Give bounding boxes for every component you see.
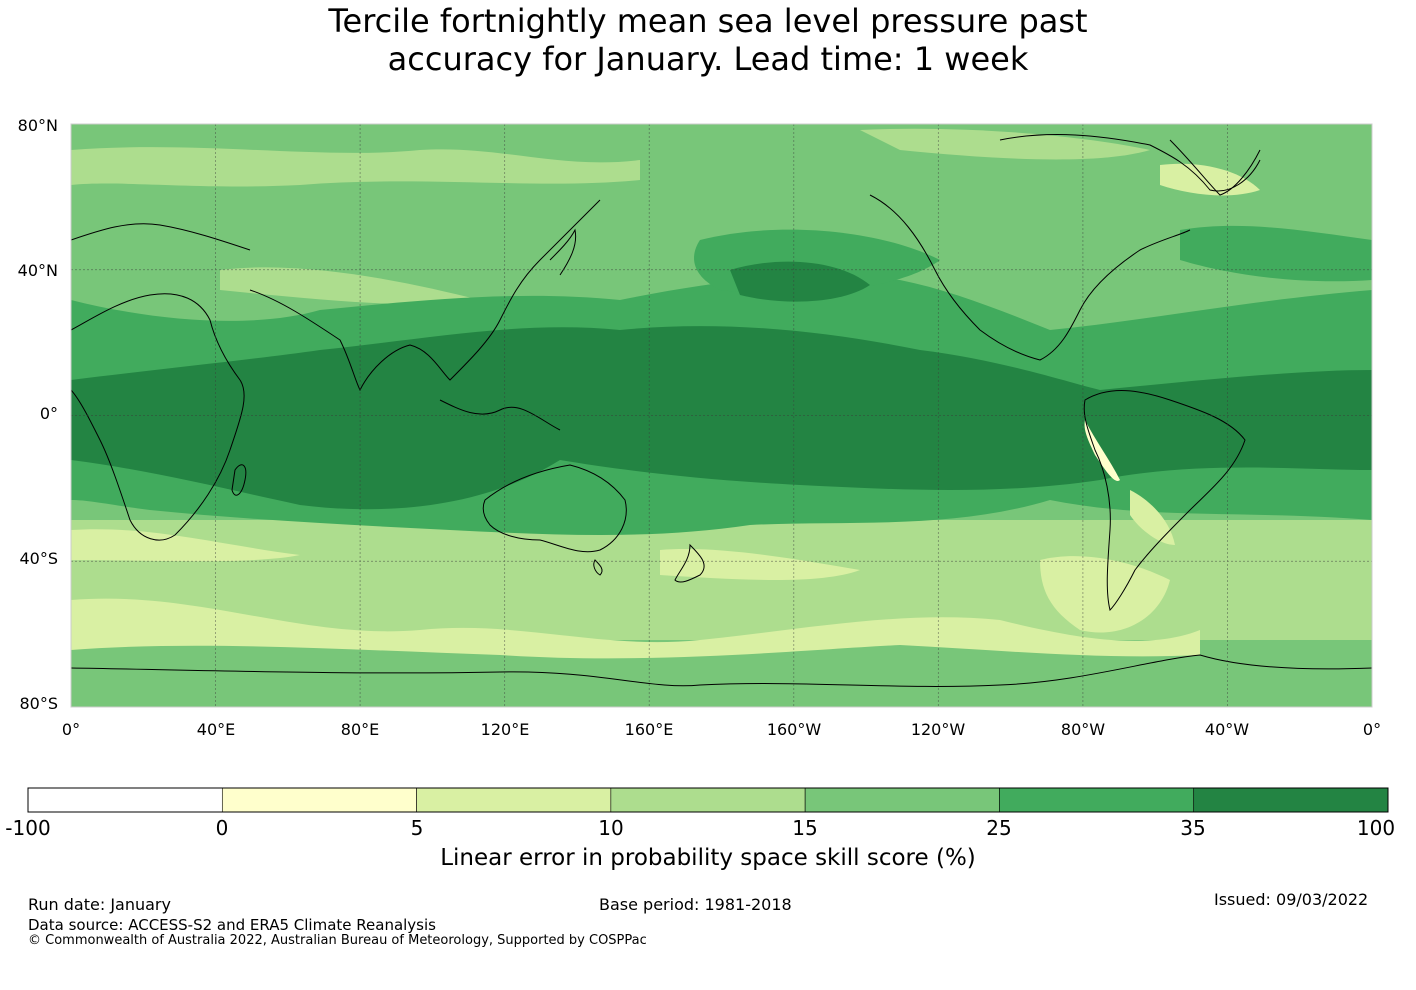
colorbar-segment [610, 787, 806, 813]
lon-label-40e: 40°E [196, 720, 236, 739]
europe-coastline [71, 223, 251, 251]
colorbar-tick-label: 15 [792, 816, 818, 840]
africa-coastline [71, 293, 245, 541]
lon-label-0-right: 0° [1362, 720, 1382, 739]
north-america-coastline [869, 194, 1191, 361]
colorbar-segment [1193, 787, 1389, 813]
lon-label-160e: 160°E [624, 720, 674, 739]
skill-band-35-100 [71, 326, 1372, 510]
north-pacific-high-skill [730, 261, 870, 302]
japan-coastline [549, 228, 577, 276]
arctic-america-coastline [999, 134, 1261, 192]
skill-score-field [71, 124, 1372, 707]
andes-coastal-low-skill [1084, 420, 1120, 481]
colorbar-tick-label: -100 [5, 816, 51, 840]
greenland-coastline [1169, 139, 1261, 196]
colorbar-tick-label: 35 [1180, 816, 1206, 840]
lat-label-0: 0° [39, 404, 58, 423]
colorbar-tick-label: 25 [986, 816, 1012, 840]
colorbar-tick-label: 0 [215, 816, 229, 840]
north-atlantic-mid-skill [1180, 225, 1372, 282]
south-america-low-skill [1040, 556, 1170, 633]
south-america-coastline [1083, 390, 1246, 611]
arctic-skill-band [71, 147, 640, 187]
lat-label-40n: 40°N [17, 261, 58, 280]
southern-ocean-low-skill [71, 598, 1200, 659]
map-title-line-2: accuracy for January. Lead time: 1 week [387, 40, 1029, 78]
map-title-line-1: Tercile fortnightly mean sea level press… [328, 2, 1088, 40]
new-zealand-coastline [674, 543, 705, 583]
north-pacific-arctic-band [860, 128, 1150, 160]
colorbar-segment [416, 787, 612, 813]
coastlines [71, 134, 1372, 687]
issued-date: Issued: 09/03/2022 [1214, 890, 1369, 909]
colorbar-tick-label: 100 [1356, 816, 1396, 840]
asia-coastline [249, 199, 601, 392]
map-gridlines [71, 124, 1372, 707]
colorbar-title: Linear error in probability space skill … [440, 845, 976, 871]
colorbar-tick-label: 10 [598, 816, 624, 840]
antarctica-coastline [71, 654, 1372, 687]
greenland-low-skill [1160, 163, 1260, 196]
colorbar-segment [804, 787, 1000, 813]
lon-label-120e: 120°E [480, 720, 530, 739]
colorbar-frame [27, 787, 1389, 813]
run-date: Run date: January [28, 895, 171, 914]
colorbar-tick-label: 5 [410, 816, 424, 840]
colorbar-segment [27, 787, 223, 813]
maritime-continent-coastline [439, 399, 561, 431]
lon-label-80e: 80°E [340, 720, 380, 739]
lon-label-80w: 80°W [1060, 720, 1106, 739]
lon-label-40w: 40°W [1204, 720, 1250, 739]
map-frame [70, 123, 1373, 708]
colorbar-segment [999, 787, 1195, 813]
south-atlantic-low-skill [71, 529, 300, 562]
lat-label-80s: 80°S [19, 694, 58, 713]
tasmania-coastline [593, 559, 603, 576]
madagascar-coastline [231, 464, 247, 496]
australia-coastline [482, 464, 627, 553]
south-pacific-low-skill [660, 549, 860, 580]
south-america-interior-band [1130, 490, 1175, 545]
lon-label-160w: 160°W [766, 720, 822, 739]
lon-label-120w: 120°W [910, 720, 966, 739]
base-period: Base period: 1981-2018 [599, 895, 792, 914]
data-source: Data source: ACCESS-S2 and ERA5 Climate … [28, 916, 436, 934]
mid-latitude-asia-band [220, 267, 480, 305]
lat-label-40s: 40°S [19, 549, 58, 568]
antarctica-skill-band [71, 670, 1372, 707]
copyright: © Commonwealth of Australia 2022, Austra… [28, 933, 647, 948]
map-title: Tercile fortnightly mean sea level press… [0, 2, 1416, 78]
colorbar [27, 787, 1389, 813]
colorbar-segment [221, 787, 417, 813]
lat-label-80n: 80°N [17, 116, 58, 135]
lon-label-0-left: 0° [61, 720, 81, 739]
